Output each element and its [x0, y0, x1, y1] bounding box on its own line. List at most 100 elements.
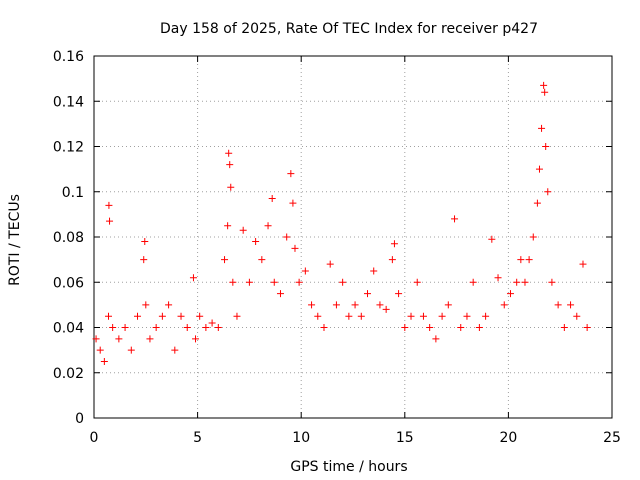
data-point [314, 312, 322, 320]
x-tick-label: 25 [603, 430, 621, 446]
data-point [538, 124, 546, 132]
data-point [432, 335, 440, 343]
data-point [224, 222, 232, 230]
data-point [370, 267, 378, 275]
data-point [308, 301, 316, 309]
data-point [469, 278, 477, 286]
y-axis-ticks: 0 0.02 0.04 0.06 0.08 0.1 0.12 0.14 0.16 [53, 49, 612, 427]
data-point [227, 183, 235, 191]
data-point [295, 278, 303, 286]
data-point [183, 324, 191, 331]
data-point [525, 256, 533, 264]
y-tick-label: 0.14 [53, 94, 84, 110]
data-point [134, 312, 142, 320]
data-point [376, 301, 384, 309]
data-point [419, 312, 427, 320]
data-point [192, 335, 200, 343]
data-point [535, 165, 543, 173]
x-axis-label: GPS time / hours [290, 459, 407, 475]
data-point [521, 278, 529, 286]
data-point [407, 312, 415, 320]
data-point [579, 260, 587, 268]
data-point [560, 324, 568, 331]
data-point [390, 240, 398, 248]
data-point [109, 324, 117, 331]
data-point [142, 301, 150, 309]
data-point [567, 301, 575, 309]
data-point [258, 256, 266, 264]
data-point [140, 256, 148, 264]
x-tick-label: 20 [499, 430, 517, 446]
y-tick-label: 0.02 [53, 366, 84, 382]
data-point [158, 312, 166, 320]
data-point [225, 149, 233, 157]
data-point [141, 238, 149, 246]
chart-title: Day 158 of 2025, Rate Of TEC Index for r… [160, 21, 538, 37]
data-point [529, 233, 537, 241]
data-point [457, 324, 465, 331]
data-point [482, 312, 490, 320]
data-point [208, 319, 216, 327]
data-point [106, 217, 114, 225]
data-point [583, 324, 591, 331]
data-point [533, 199, 541, 207]
data-point [426, 324, 434, 331]
data-point [152, 324, 160, 331]
data-point [233, 312, 241, 320]
data-point [444, 301, 452, 309]
data-point [115, 335, 123, 343]
y-tick-label: 0.16 [53, 49, 84, 65]
data-point [291, 244, 299, 252]
y-tick-label: 0.04 [53, 321, 84, 337]
y-tick-label: 0.1 [62, 185, 84, 201]
data-point [339, 278, 347, 286]
data-point [289, 199, 297, 207]
data-point [382, 305, 390, 313]
data-point [214, 324, 222, 331]
data-point [105, 312, 113, 320]
data-point [127, 346, 135, 354]
data-point [451, 215, 459, 223]
data-point [92, 335, 100, 343]
x-axis-ticks: 0 5 10 15 20 25 [90, 56, 621, 446]
data-point [554, 301, 562, 309]
data-point [283, 233, 291, 241]
data-point [506, 290, 514, 298]
data-point [270, 278, 278, 286]
y-tick-label: 0.12 [53, 140, 84, 156]
data-point [351, 301, 359, 309]
x-tick-label: 10 [292, 430, 310, 446]
y-axis-label: ROTI / TECUs [7, 194, 23, 286]
data-point [320, 324, 328, 331]
y-tick-label: 0 [75, 411, 84, 427]
data-point [268, 195, 276, 203]
data-point [202, 324, 210, 331]
data-point [121, 324, 129, 331]
data-point [301, 267, 309, 275]
data-point [463, 312, 471, 320]
data-point [438, 312, 446, 320]
x-tick-label: 0 [90, 430, 99, 446]
data-point [287, 170, 295, 178]
data-points [92, 81, 591, 365]
data-point [96, 346, 104, 354]
data-point [413, 278, 421, 286]
data-point [542, 143, 550, 150]
data-point [332, 301, 340, 309]
data-point [548, 278, 556, 286]
data-point [229, 278, 237, 286]
data-point [264, 222, 272, 230]
data-point [475, 324, 483, 331]
data-point [189, 274, 197, 282]
data-point [326, 260, 334, 268]
data-point [276, 290, 284, 298]
data-point [196, 312, 204, 320]
data-point [573, 312, 581, 320]
data-point [357, 312, 365, 320]
data-point [513, 278, 521, 286]
data-point [171, 346, 179, 354]
data-point [345, 312, 353, 320]
data-point [252, 238, 260, 246]
data-point [500, 301, 508, 309]
